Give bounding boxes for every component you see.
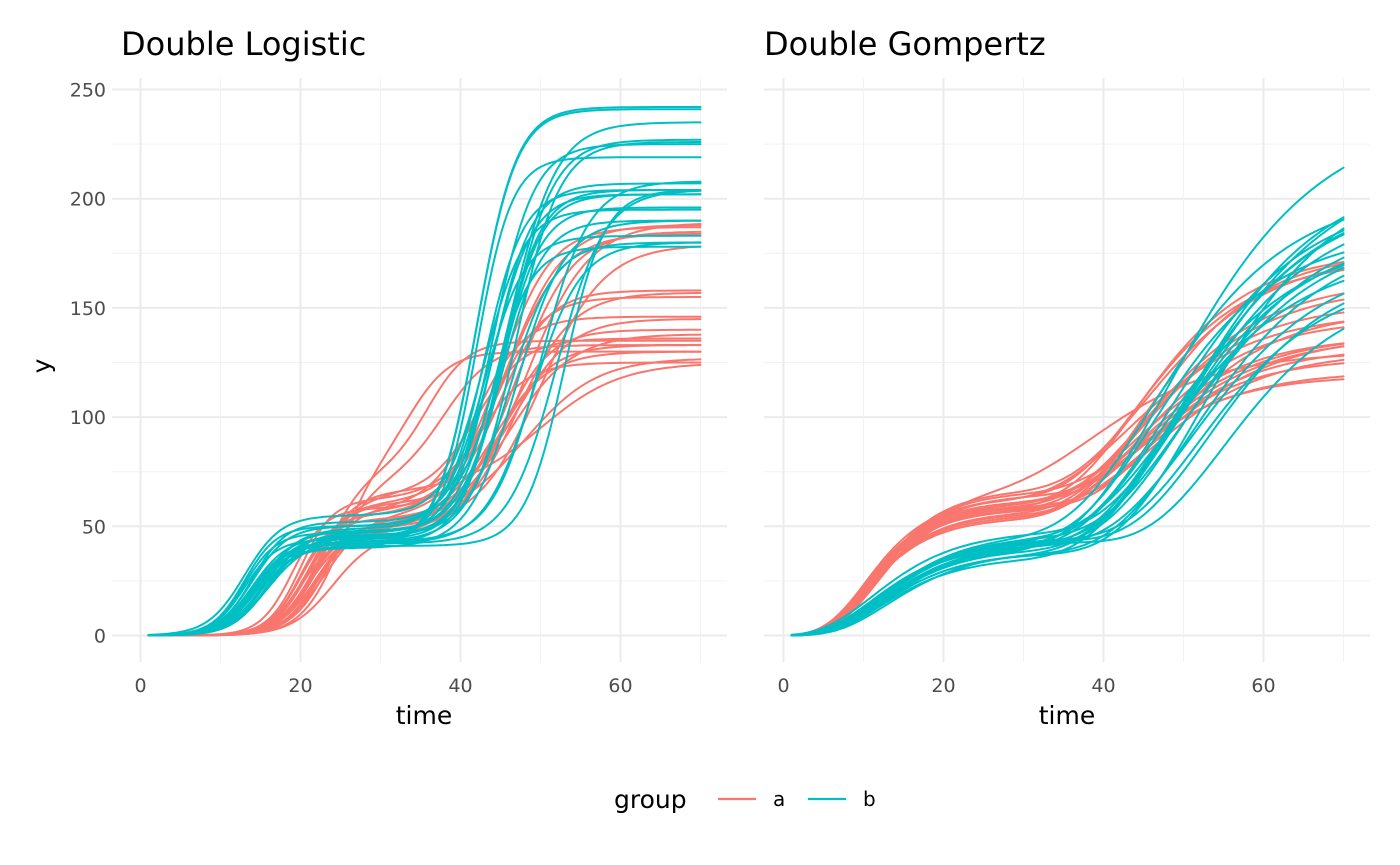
panel-title: Double Logistic bbox=[121, 25, 366, 63]
series-line-b bbox=[147, 156, 702, 637]
series-line-b bbox=[790, 327, 1345, 637]
x-tick-label: 60 bbox=[1251, 675, 1275, 697]
series-line-b bbox=[147, 206, 702, 637]
grid bbox=[764, 78, 1370, 662]
x-tick-labels: 0 20 40 60 bbox=[777, 675, 1275, 697]
series-line-b bbox=[790, 279, 1345, 637]
y-axis-title: y bbox=[27, 358, 56, 373]
series-line-b bbox=[790, 274, 1345, 637]
series-line-b bbox=[147, 208, 702, 636]
x-tick-label: 20 bbox=[288, 675, 312, 697]
series-line-a bbox=[147, 337, 702, 637]
series-line-b bbox=[147, 219, 702, 637]
panel-double-logistic: Double Logistic 0 20 40 60 050100150200250 … bbox=[27, 25, 727, 730]
grid bbox=[112, 78, 727, 662]
x-axis-title: time bbox=[1039, 701, 1095, 730]
series-line-b bbox=[147, 182, 702, 637]
series-line-a bbox=[790, 292, 1345, 637]
y-tick-label: 200 bbox=[70, 189, 106, 211]
legend-label-b: b bbox=[863, 787, 876, 811]
series-line-b bbox=[147, 189, 702, 637]
series-line-b bbox=[790, 262, 1345, 637]
series-line-a bbox=[147, 289, 702, 637]
x-tick-label: 60 bbox=[608, 675, 632, 697]
x-axis-title: time bbox=[396, 701, 452, 730]
series-lines bbox=[790, 166, 1345, 637]
panel-double-gompertz: Double Gompertz 0 20 40 60 time bbox=[764, 25, 1370, 730]
series-line-b bbox=[147, 108, 702, 637]
x-tick-label: 20 bbox=[931, 675, 955, 697]
x-tick-label: 0 bbox=[777, 675, 789, 697]
series-lines bbox=[147, 106, 702, 637]
x-tick-labels: 0 20 40 60 bbox=[134, 675, 632, 697]
series-line-b bbox=[147, 234, 702, 637]
x-tick-label: 0 bbox=[134, 675, 146, 697]
series-line-b bbox=[147, 241, 702, 637]
series-line-b bbox=[147, 106, 702, 637]
legend-label-a: a bbox=[773, 787, 785, 811]
y-tick-label: 150 bbox=[70, 298, 106, 320]
series-line-a bbox=[147, 328, 702, 637]
series-line-a bbox=[147, 223, 702, 637]
series-line-a bbox=[147, 315, 702, 637]
series-line-b bbox=[790, 256, 1345, 637]
series-line-b bbox=[147, 241, 702, 637]
y-tick-label: 50 bbox=[82, 516, 106, 538]
series-line-a bbox=[147, 350, 702, 637]
x-tick-label: 40 bbox=[448, 675, 472, 697]
series-line-a bbox=[147, 224, 702, 637]
series-line-b bbox=[147, 138, 702, 637]
series-line-a bbox=[147, 318, 702, 637]
series-line-a bbox=[147, 226, 702, 637]
y-tick-labels: 0 50 100 150 200 250 bbox=[70, 80, 106, 648]
series-line-b bbox=[147, 219, 702, 637]
series-line-b bbox=[147, 180, 702, 637]
series-line-b bbox=[147, 143, 702, 637]
y-tick-label: 100 bbox=[70, 407, 106, 429]
series-line-a bbox=[147, 232, 702, 637]
y-tick-label: 0 bbox=[94, 626, 106, 648]
series-line-b bbox=[147, 141, 702, 637]
x-tick-label: 40 bbox=[1091, 675, 1115, 697]
series-line-b bbox=[790, 218, 1345, 637]
series-line-a bbox=[790, 342, 1345, 637]
legend-title: group bbox=[614, 785, 687, 814]
series-line-a bbox=[790, 320, 1345, 637]
panel-title: Double Gompertz bbox=[764, 25, 1046, 63]
y-tick-label: 250 bbox=[70, 80, 106, 102]
series-line-a bbox=[790, 378, 1345, 637]
series-line-a bbox=[790, 375, 1345, 637]
